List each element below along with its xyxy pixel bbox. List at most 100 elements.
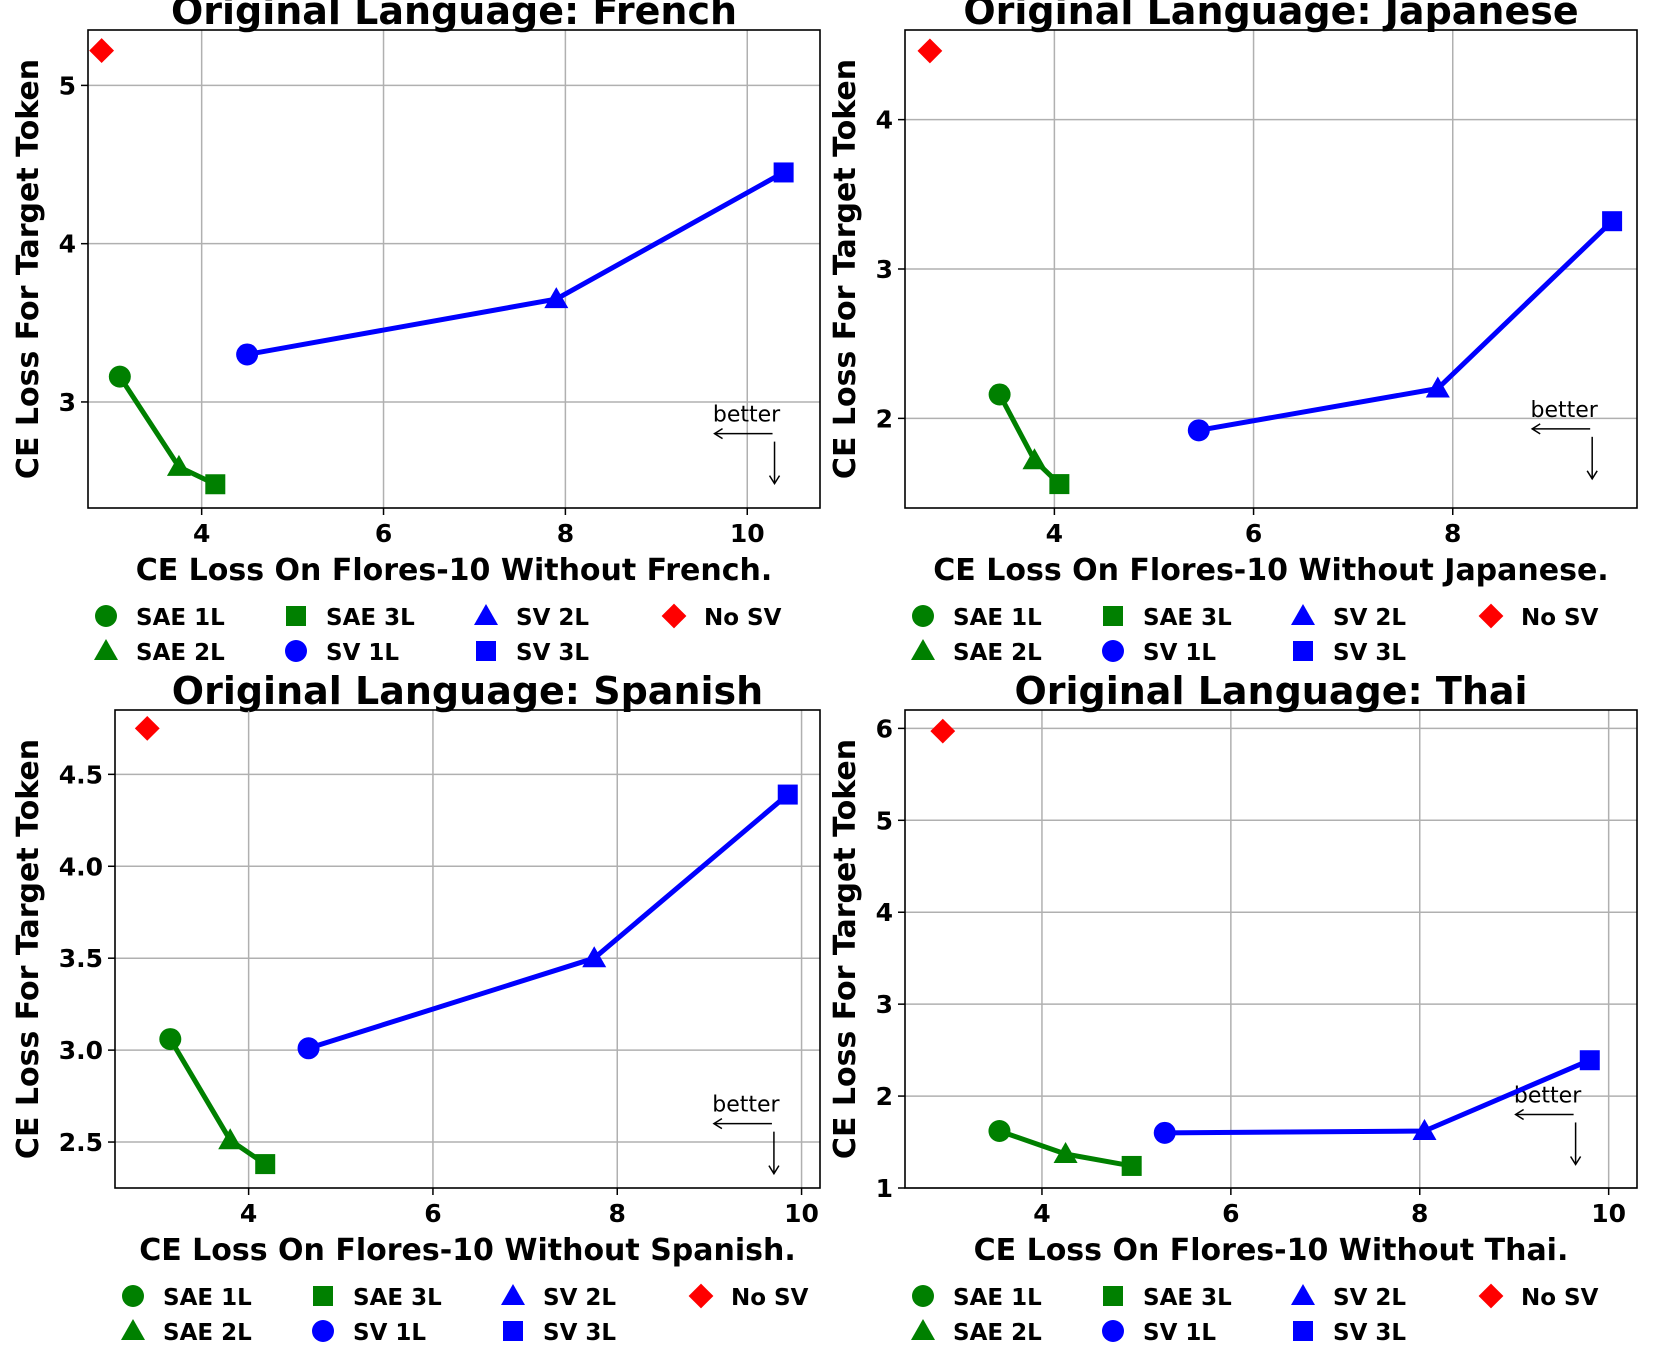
arrow-down-head: [768, 475, 781, 486]
data-point-sv-3l: [777, 784, 798, 805]
legend-label: SV 2L: [1333, 1285, 1406, 1311]
legend-label: SAE 1L: [953, 605, 1042, 631]
legend-marker-sv-2l: [501, 1284, 525, 1305]
x-axis-label: CE Loss On Flores-10 Without Spanish.: [139, 1233, 796, 1268]
better-annotation: better: [1531, 398, 1599, 423]
x-tick-label: 4: [240, 1199, 257, 1228]
series-line: [246, 170, 785, 357]
data-point-sv-2l: [1425, 376, 1450, 398]
legend-label: No SV: [704, 605, 782, 631]
arrow-left-head: [713, 427, 723, 440]
legend-label: SAE 3L: [353, 1285, 442, 1311]
arrow-down-head: [1569, 1156, 1582, 1166]
legend-marker-sv-1l: [285, 640, 307, 662]
y-tick-label: 3: [59, 388, 76, 417]
legend-marker-sv-3l: [476, 641, 496, 661]
legend-label: SAE 2L: [136, 640, 225, 666]
legend-marker-sv-3l: [1293, 1321, 1313, 1341]
data-point-sv-1l: [1153, 1121, 1176, 1144]
y-tick-label: 3: [876, 255, 893, 284]
legend-label: No SV: [731, 1285, 809, 1311]
data-point-sae-2l: [166, 454, 191, 476]
plot-area-frame: [904, 709, 1638, 1189]
chart-title: Original Language: Spanish: [172, 669, 763, 713]
better-annotation: better: [713, 403, 781, 428]
legend-label: SAE 3L: [1143, 605, 1232, 631]
x-tick-label: 6: [424, 1199, 441, 1228]
legend-marker-sae-3l: [1103, 1286, 1123, 1306]
legend-marker-sae-2l: [121, 1319, 145, 1340]
arrow-down-head: [1586, 470, 1598, 481]
legend-label: SAE 2L: [163, 1320, 252, 1346]
data-point-no-sv: [930, 718, 956, 744]
legend-marker-sv-1l: [312, 1320, 334, 1342]
y-tick-label: 4.5: [59, 760, 103, 789]
legend-label: SAE 1L: [953, 1285, 1042, 1311]
y-tick-label: 4.0: [59, 852, 103, 881]
legend-label: SV 2L: [543, 1285, 616, 1311]
y-tick-label: 6: [876, 714, 893, 743]
data-point-sae-3l: [255, 1154, 276, 1175]
chart-panel-0: Original Language: French 4 6 8 10 3 4 5 CE Loss…: [11, 0, 821, 666]
legend-marker-no-sv: [661, 603, 687, 629]
legend-marker-no-sv: [1478, 1283, 1504, 1309]
x-tick-label: 4: [1046, 519, 1063, 548]
y-tick-label: 2: [876, 404, 893, 433]
y-tick-label: 2: [876, 1082, 893, 1111]
legend-marker-sv-3l: [1293, 641, 1313, 661]
x-axis-label: CE Loss On Flores-10 Without French.: [136, 553, 773, 588]
y-axis-label: CE Loss For Target Token: [828, 59, 863, 479]
x-tick-label: 10: [1591, 1199, 1626, 1228]
data-point-sae-1l: [988, 1120, 1011, 1143]
legend-label: No SV: [1521, 605, 1599, 631]
y-tick-label: 3: [876, 990, 893, 1019]
chart-title: Original Language: French: [171, 0, 737, 33]
data-point-sv-3l: [773, 162, 794, 183]
legend-label: SV 1L: [1143, 1320, 1216, 1346]
legend-marker-sae-1l: [912, 1285, 934, 1307]
x-tick-label: 10: [730, 519, 765, 548]
legend-label: SV 2L: [1333, 605, 1406, 631]
legend-marker-sae-1l: [122, 1285, 144, 1307]
y-tick-label: 5: [876, 806, 893, 835]
x-tick-label: 8: [609, 1199, 626, 1228]
series-line: [997, 393, 1062, 486]
x-tick-label: 8: [1411, 1199, 1428, 1228]
legend-marker-no-sv: [1478, 603, 1504, 629]
data-point-sae-1l: [159, 1028, 182, 1051]
legend-label: SV 3L: [516, 640, 589, 666]
data-point-sv-1l: [1187, 419, 1210, 442]
chart-title: Original Language: Thai: [1014, 669, 1527, 713]
legend-label: SV 1L: [326, 640, 399, 666]
legend-marker-sv-1l: [1102, 1320, 1124, 1342]
legend-marker-sv-2l: [1291, 1284, 1315, 1305]
y-tick-label: 4: [876, 898, 893, 927]
chart-panel-1: Original Language: Japanese 4 6 8 2 3 4 CE Loss…: [828, 0, 1638, 666]
arrow-down-head: [768, 1165, 780, 1176]
y-axis-label: CE Loss For Target Token: [828, 739, 863, 1159]
y-tick-label: 4: [876, 106, 893, 135]
x-axis-label: CE Loss On Flores-10 Without Thai.: [974, 1233, 1569, 1268]
legend-label: SAE 2L: [953, 1320, 1042, 1346]
x-tick-label: 6: [375, 519, 392, 548]
better-annotation: better: [712, 1093, 780, 1118]
x-tick-label: 8: [557, 519, 574, 548]
x-tick-label: 8: [1444, 519, 1461, 548]
legend-label: SAE 1L: [163, 1285, 252, 1311]
y-axis-label: CE Loss For Target Token: [11, 739, 46, 1159]
x-tick-label: 4: [193, 519, 210, 548]
data-point-sv-2l: [1412, 1119, 1437, 1141]
data-point-sae-3l: [1049, 474, 1070, 495]
arrow-left-head: [1530, 423, 1541, 435]
x-tick-label: 10: [784, 1199, 819, 1228]
legend-label: SV 3L: [543, 1320, 616, 1346]
data-point-sv-3l: [1579, 1050, 1600, 1071]
legend-label: SV 1L: [1143, 640, 1216, 666]
legend-marker-sae-2l: [911, 1319, 935, 1340]
legend-label: No SV: [1521, 1285, 1599, 1311]
chart-panel-2: Original Language: Spanish 4 6 8 10 2.5 3.0 3.5…: [11, 669, 821, 1346]
legend-marker-sv-2l: [474, 604, 498, 625]
plot-area-frame: [87, 29, 821, 509]
legend-label: SV 1L: [353, 1320, 426, 1346]
